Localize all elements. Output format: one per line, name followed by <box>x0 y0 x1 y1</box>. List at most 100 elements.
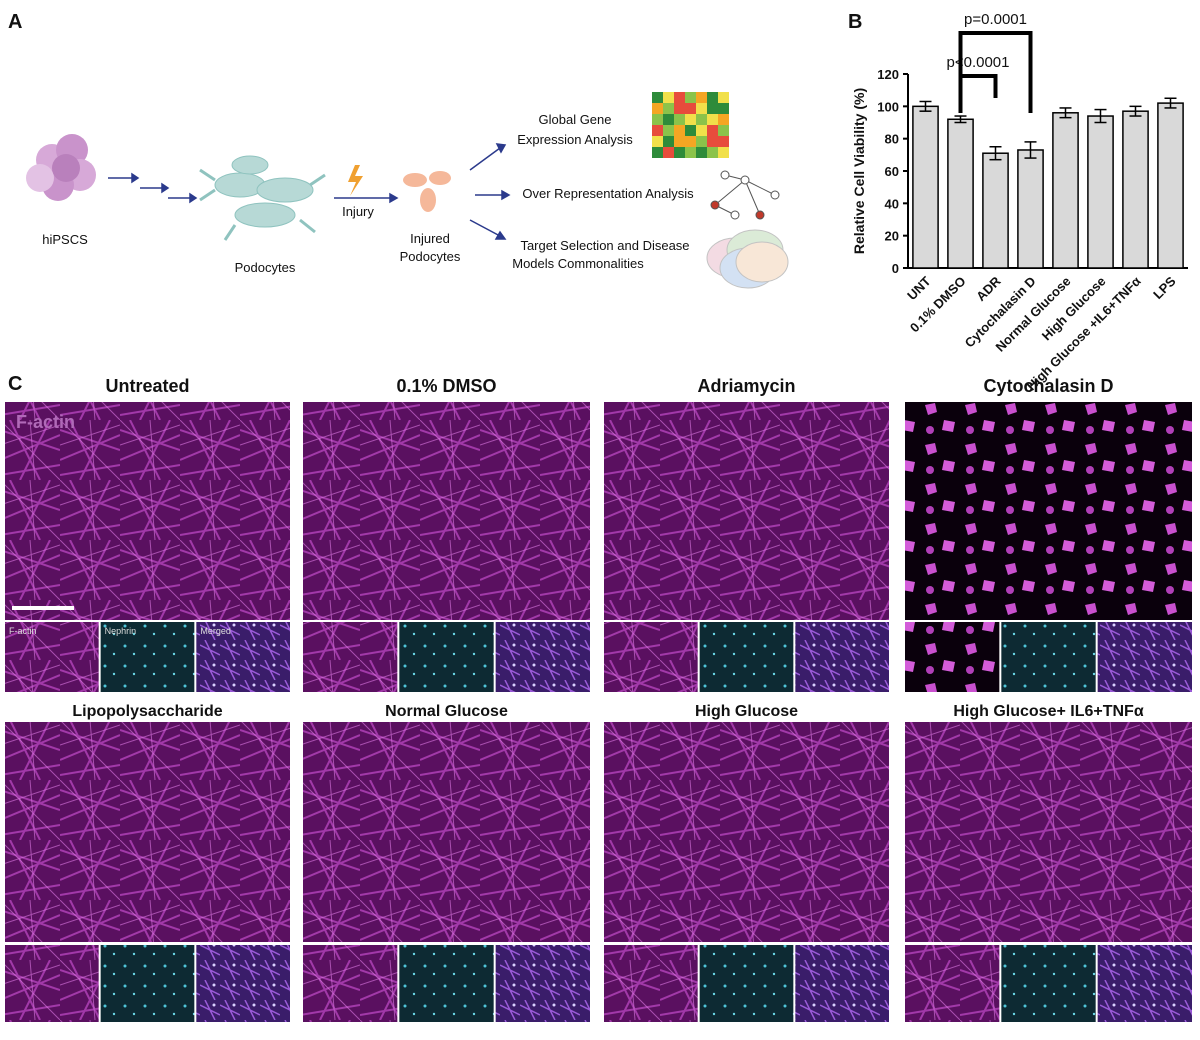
channel-thumbnail <box>699 622 794 692</box>
y-tick-label: 20 <box>885 229 899 244</box>
venn-icon <box>706 229 789 289</box>
channel-thumbnail <box>303 622 398 692</box>
bar <box>947 118 974 269</box>
heatmap-cell <box>674 92 685 103</box>
heatmap-cell <box>718 103 729 114</box>
significance-bracket <box>958 31 1033 113</box>
bar <box>1122 110 1149 269</box>
micrograph <box>905 722 1192 942</box>
arrows <box>108 143 511 240</box>
channel-thumbnail <box>100 622 195 692</box>
significance-bracket <box>958 74 998 98</box>
heatmap-cell <box>663 92 674 103</box>
heatmap-cell <box>674 103 685 114</box>
heatmap-cell <box>663 103 674 114</box>
analysis-label: Over Representation Analysis <box>522 186 694 201</box>
heatmap-cell <box>663 136 674 147</box>
y-tick-label: 100 <box>877 99 899 114</box>
channel-label: F-actin <box>9 626 37 636</box>
x-tick-label: LPS <box>1150 273 1179 302</box>
heatmap-cell <box>707 103 718 114</box>
heatmap-cell <box>696 103 707 114</box>
channel-thumbnail <box>795 945 889 1022</box>
heatmap-cell <box>685 125 696 136</box>
panel-title: Cytochalasin D <box>983 376 1113 396</box>
heatmap-cell <box>696 92 707 103</box>
heatmap-cell <box>663 125 674 136</box>
heatmap-cell <box>685 114 696 125</box>
bar <box>982 152 1009 269</box>
heatmap-cell <box>707 92 718 103</box>
channel-thumbnail <box>399 945 494 1022</box>
bar <box>1087 115 1114 269</box>
heatmap-cell <box>674 114 685 125</box>
channel-label: F-actin <box>16 412 75 432</box>
heatmap-cell <box>652 147 663 158</box>
micrograph <box>604 402 889 620</box>
heatmap-cell <box>652 92 663 103</box>
heatmap-cell <box>652 125 663 136</box>
injury-icon <box>348 165 363 196</box>
heatmap-cell <box>674 147 685 158</box>
heatmap-cell <box>707 136 718 147</box>
channel-label: Nephrin <box>105 626 137 636</box>
heatmap-cell <box>696 114 707 125</box>
panel-title: Untreated <box>105 376 189 396</box>
heatmap-cell <box>718 125 729 136</box>
heatmap-cell <box>685 136 696 147</box>
hipsc-cluster <box>26 134 96 201</box>
heatmap-cell <box>707 125 718 136</box>
analysis-label: Models Commonalities <box>512 256 644 271</box>
heatmap-cell <box>718 92 729 103</box>
y-tick-label: 80 <box>885 132 899 147</box>
micrograph <box>604 722 889 942</box>
channel-thumbnail <box>495 622 590 692</box>
heatmap-cell <box>696 147 707 158</box>
channel-thumbnail <box>905 622 1000 692</box>
heatmap-cell <box>652 136 663 147</box>
injured-illustration <box>403 171 451 212</box>
channel-thumbnail <box>795 622 889 692</box>
y-axis-label: Relative Cell Viability (%) <box>851 88 867 254</box>
heatmap-cell <box>718 114 729 125</box>
heatmap-cell <box>652 114 663 125</box>
panel-title: 0.1% DMSO <box>396 376 496 396</box>
panel-title: High Glucose+ IL6+TNFα <box>953 703 1143 720</box>
heatmap-cell <box>663 114 674 125</box>
stage-label: Injured <box>410 231 450 246</box>
channel-thumbnail <box>699 945 794 1022</box>
heatmap-cell <box>685 92 696 103</box>
channel-thumbnail <box>1001 622 1096 692</box>
channel-thumbnail <box>5 622 99 692</box>
panel-title: Adriamycin <box>697 376 795 396</box>
x-tick-label: ADR <box>973 273 1004 304</box>
panel-title: High Glucose <box>695 703 798 720</box>
channel-label: Merged <box>200 626 231 636</box>
channel-thumbnail <box>1097 622 1192 692</box>
channel-thumbnail <box>1097 945 1192 1022</box>
channel-thumbnail <box>196 622 290 692</box>
heatmap-cell <box>718 147 729 158</box>
micrograph <box>5 722 290 942</box>
heatmap-cell <box>674 136 685 147</box>
analysis-label: Global Gene <box>539 112 612 127</box>
stage-label: Podocytes <box>235 260 296 275</box>
heatmap-cell <box>718 136 729 147</box>
stage-label: Injury <box>342 204 374 219</box>
annotation: p<0.0001 <box>947 54 1010 71</box>
micrograph <box>303 722 590 942</box>
bar <box>1052 112 1079 269</box>
channel-thumbnail <box>604 945 698 1022</box>
y-tick-label: 0 <box>892 261 899 276</box>
heatmap-cell <box>685 147 696 158</box>
channel-thumbnail <box>5 945 99 1022</box>
micrograph <box>905 402 1192 620</box>
network-icon <box>710 170 780 220</box>
heatmap-cell <box>696 136 707 147</box>
annotation: p=0.0001 <box>964 11 1027 28</box>
heatmap-cell <box>696 125 707 136</box>
micrograph-grid: Untreated F-actin Nephrin Merged F-actin 0.1%… <box>5 376 1192 1022</box>
panel-label: C <box>8 373 22 395</box>
micrograph <box>5 402 290 620</box>
